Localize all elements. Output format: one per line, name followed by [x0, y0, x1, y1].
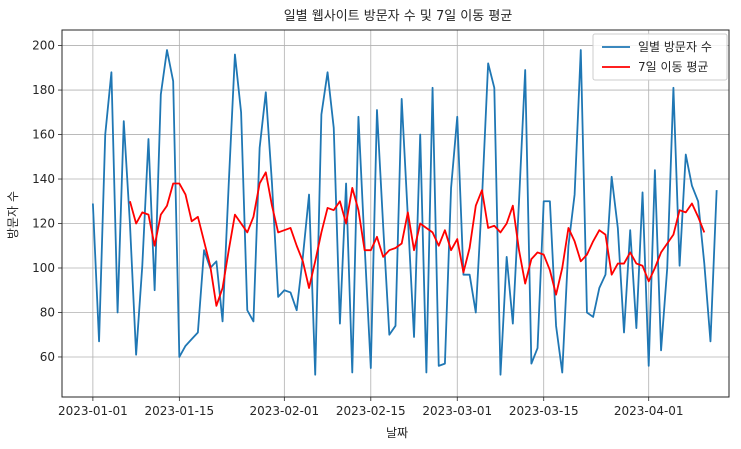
y-tick-label: 120	[32, 217, 55, 231]
x-tick-label: 2023-01-15	[144, 404, 214, 418]
moving-average-line	[129, 171, 706, 307]
daily-visitors-line	[91, 49, 718, 376]
x-tick-label: 2023-04-01	[614, 404, 684, 418]
legend-label-moving-average: 7일 이동 평균	[638, 60, 708, 74]
tick-layer: 2023-01-01 2023-01-15 2023-02-01 2023-02-15…	[32, 39, 683, 418]
y-tick-label: 80	[40, 305, 55, 319]
x-tick-label: 2023-02-01	[249, 404, 319, 418]
x-tick-label: 2023-02-15	[336, 404, 406, 418]
x-tick-label: 2023-01-01	[58, 404, 128, 418]
legend: 일별 방문자 수 7일 이동 평균	[592, 33, 728, 81]
x-axis-title: 날짜	[386, 426, 408, 440]
x-tick-label: 2023-03-15	[509, 404, 579, 418]
y-tick-label: 200	[32, 39, 55, 53]
legend-label-daily: 일별 방문자 수	[638, 40, 712, 54]
y-tick-label: 180	[32, 83, 55, 97]
x-tick-label: 2023-03-01	[422, 404, 492, 418]
series-layer	[91, 49, 718, 376]
y-tick-label: 60	[40, 350, 55, 364]
y-tick-label: 140	[32, 172, 55, 186]
y-tick-label: 160	[32, 128, 55, 142]
y-tick-label: 100	[32, 261, 55, 275]
chart-title: 일별 웹사이트 방문자 수 및 7일 이동 평균	[284, 9, 513, 24]
plot-frame	[61, 29, 730, 398]
y-axis-title: 방문자 수	[6, 191, 20, 239]
legend-box	[592, 33, 728, 81]
